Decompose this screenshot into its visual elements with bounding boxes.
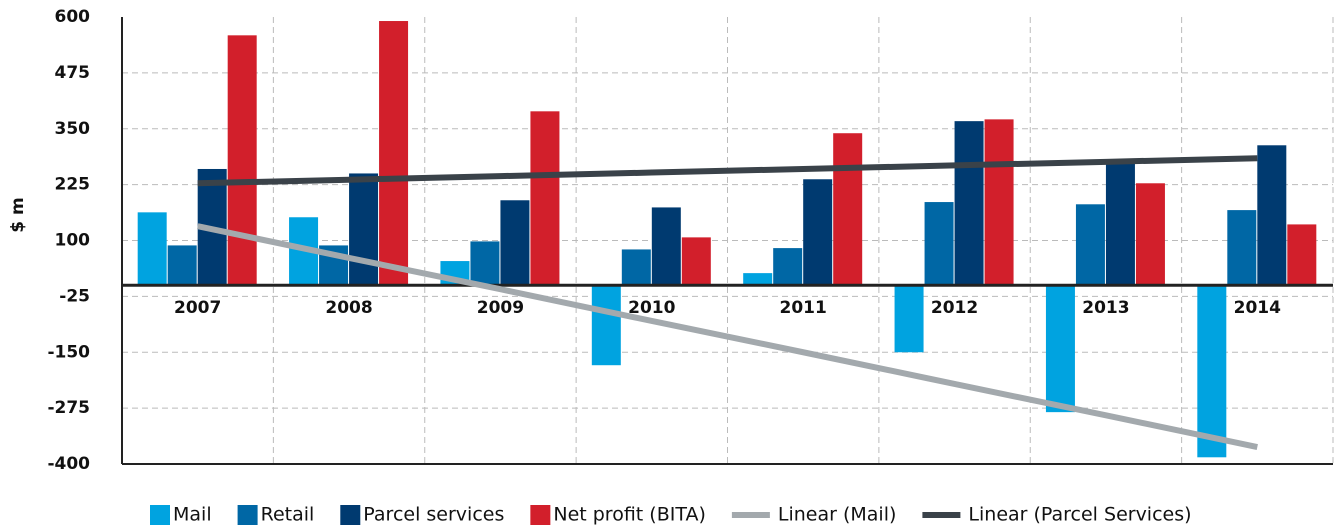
- legend-label: Retail: [261, 504, 315, 526]
- x-tick-label: 2013: [1082, 298, 1129, 318]
- bar: [803, 179, 833, 286]
- legend-label: Net profit (BITA): [553, 504, 706, 526]
- bar: [1287, 224, 1317, 286]
- bar: [833, 133, 863, 286]
- legend-swatch: [340, 505, 361, 525]
- bar: [681, 237, 711, 286]
- bar: [1045, 285, 1075, 413]
- x-tick-label: 2010: [628, 298, 675, 318]
- y-tick-label: -150: [47, 342, 90, 362]
- legend-label: Parcel services: [363, 504, 504, 526]
- bar: [743, 273, 773, 286]
- bar: [1075, 204, 1105, 286]
- bar: [227, 35, 257, 286]
- y-tick-label: -25: [59, 286, 90, 306]
- bar: [349, 173, 379, 286]
- legend-label: Linear (Mail): [778, 504, 897, 526]
- bar: [924, 202, 954, 286]
- y-tick-label: 475: [55, 63, 91, 83]
- x-tick-label: 2014: [1234, 298, 1281, 318]
- legend-swatch: [150, 505, 170, 525]
- y-tick-label: 225: [55, 175, 91, 195]
- bar: [984, 119, 1014, 286]
- x-tick-label: 2008: [325, 298, 372, 318]
- legend-swatch: [237, 505, 258, 525]
- x-tick-label: 2011: [780, 298, 827, 318]
- bar: [621, 249, 651, 286]
- bar: [137, 212, 167, 286]
- legend-swatch: [530, 505, 551, 525]
- bar: [773, 248, 803, 286]
- bar: [500, 200, 530, 286]
- x-tick-label: 2007: [174, 298, 221, 318]
- bar: [379, 21, 409, 286]
- bar: [954, 121, 984, 286]
- bar: [591, 285, 621, 366]
- bar: [1227, 210, 1257, 286]
- bar: [1105, 159, 1135, 286]
- bar: [1135, 183, 1165, 286]
- y-tick-label: 100: [55, 231, 91, 251]
- legend-label: Mail: [173, 504, 212, 526]
- y-tick-label: 350: [55, 119, 91, 139]
- legend-label: Linear (Parcel Services): [968, 504, 1191, 526]
- bar: [167, 245, 197, 286]
- y-tick-label: -275: [47, 398, 90, 418]
- bar: [894, 285, 924, 353]
- bar: [470, 241, 500, 286]
- bar: [1257, 145, 1287, 286]
- bar: [1197, 285, 1227, 458]
- bar: [651, 207, 681, 286]
- y-tick-label: -400: [47, 454, 90, 474]
- trend-line: [197, 155, 1258, 187]
- x-tick-label: 2009: [477, 298, 524, 318]
- x-tick-label: 2012: [931, 298, 978, 318]
- y-axis-label: $ m: [8, 197, 28, 232]
- y-tick-label: 600: [55, 7, 91, 27]
- trend-line: [197, 223, 1258, 450]
- bar: [530, 111, 560, 286]
